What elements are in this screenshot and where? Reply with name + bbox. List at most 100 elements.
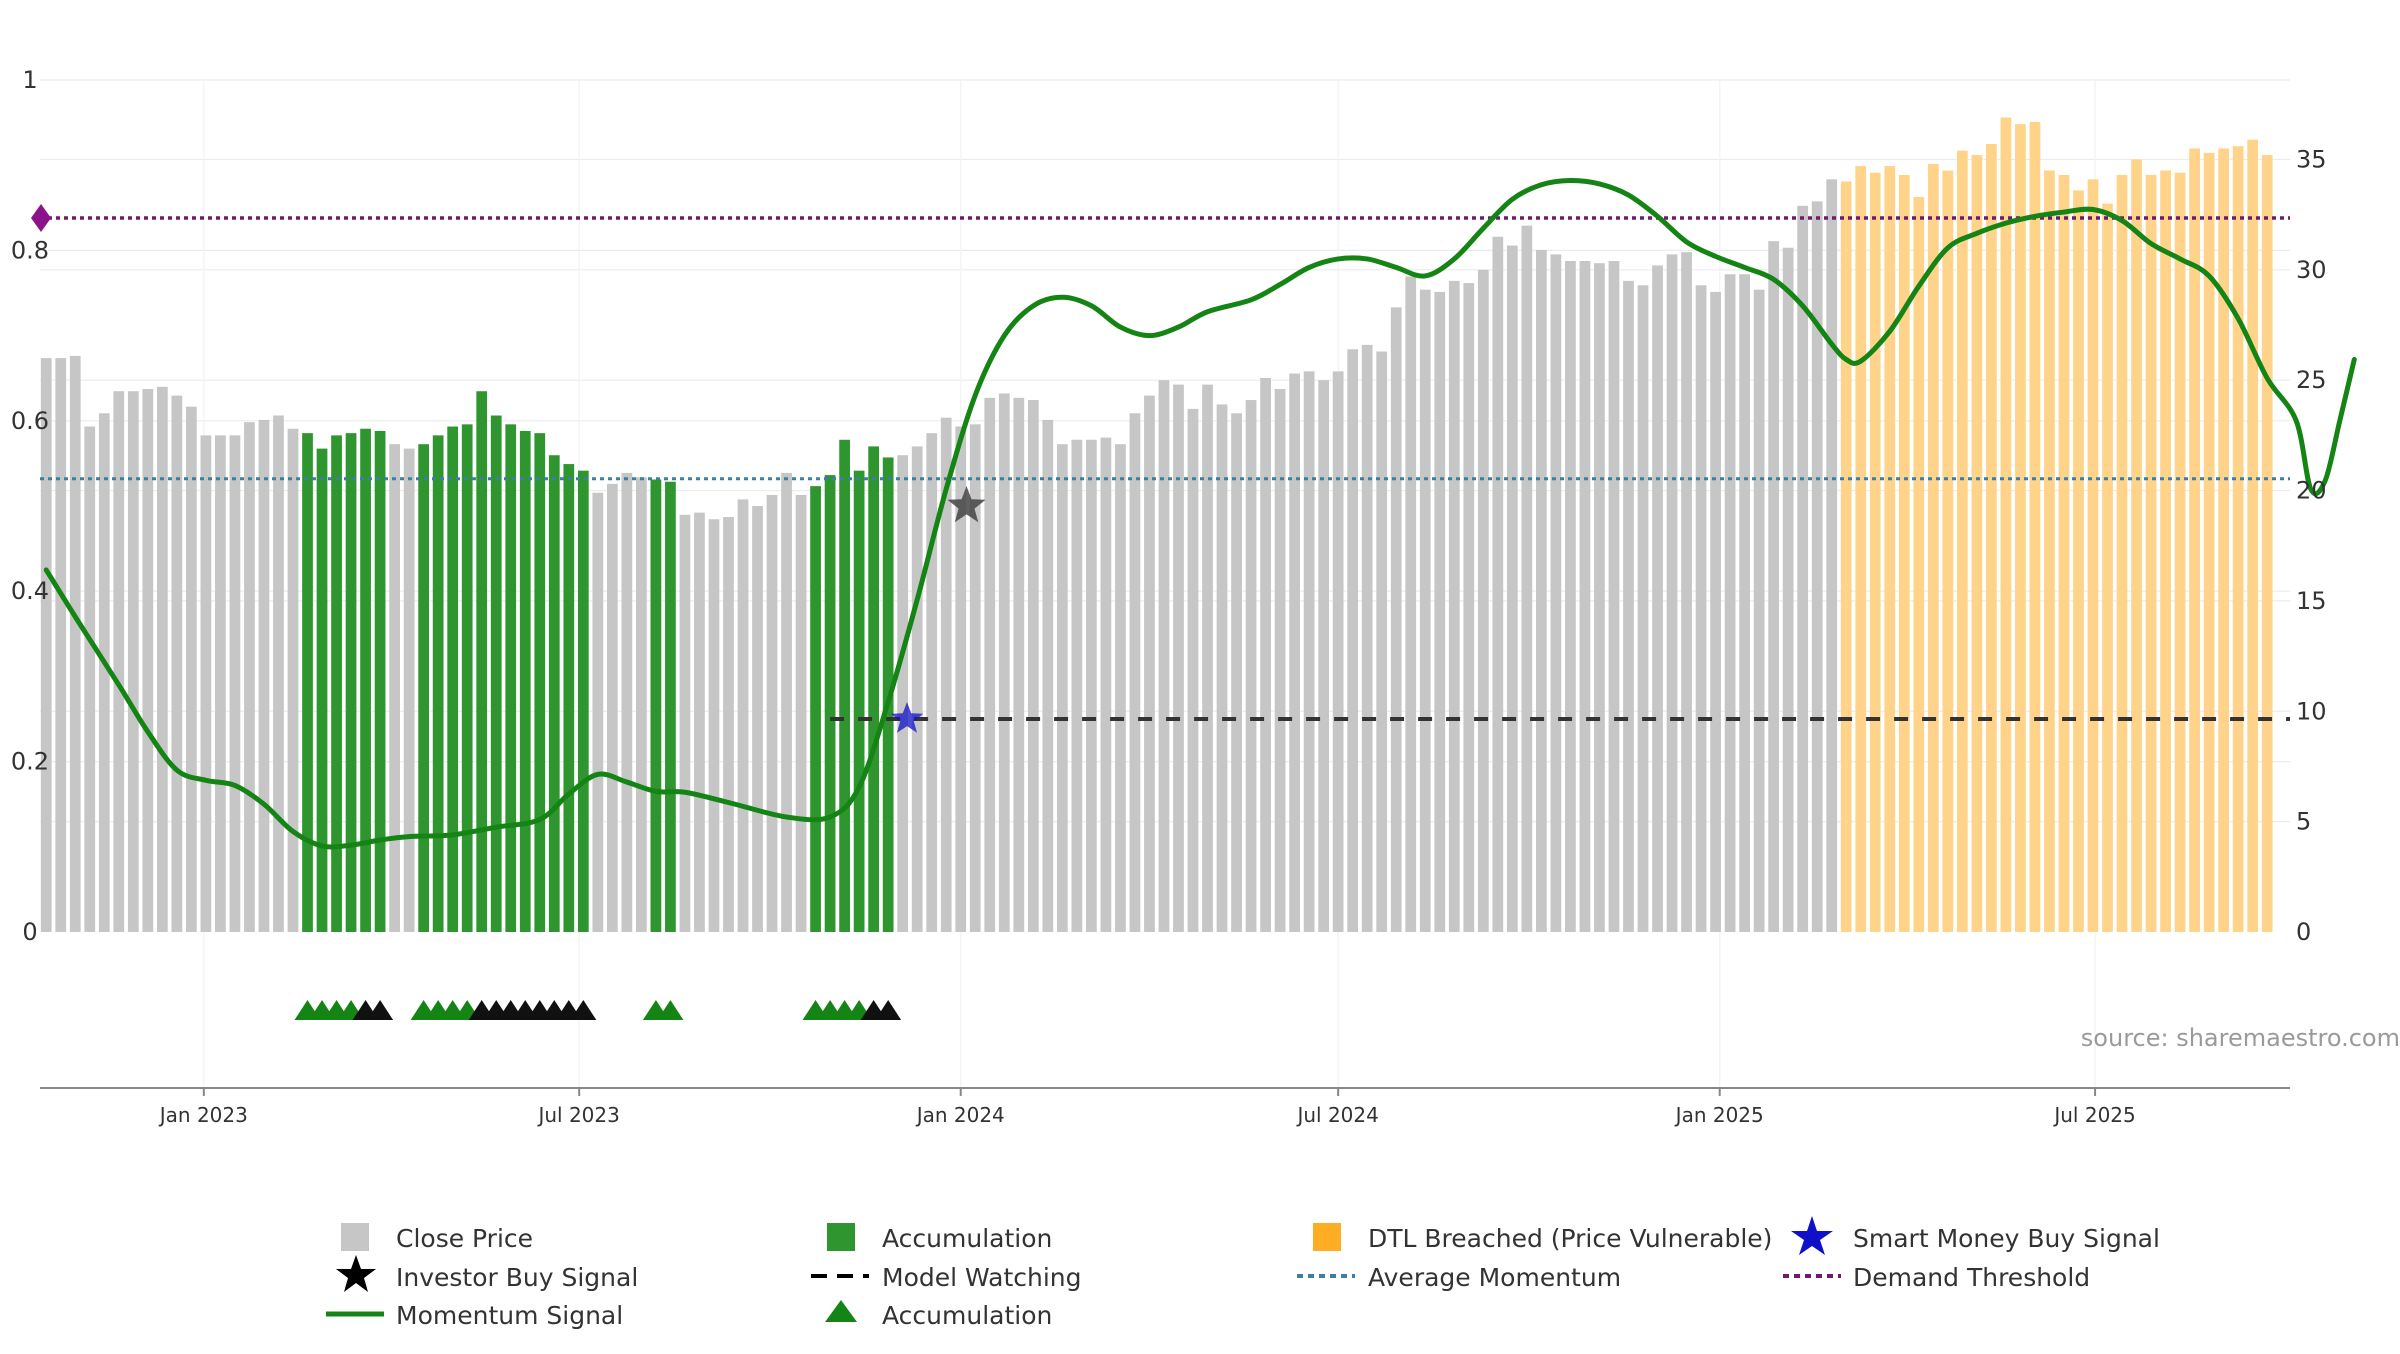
x-tick-label: Jul 2024 [1295,1103,1378,1127]
dtl-breached-bar [1840,181,1852,932]
investor-buy-star-icon [947,486,986,523]
close-price-bar [1521,225,1533,932]
close-price-bar [229,435,241,932]
dtl-breached-bar [2044,170,2055,932]
accumulation-triangles-layer [294,1000,902,1020]
close-price-bar [171,395,183,932]
close-price-bar [1782,247,1794,933]
dtl-breached-bar [2015,124,2026,932]
dtl-breached-bar [2116,174,2128,932]
dtl-breached-bar [2261,155,2273,932]
close-price-bar [592,492,604,932]
close-price-bar [1042,419,1054,932]
close-price-bar [984,397,996,932]
dtl-breached-bar [1855,166,1867,933]
dtl-breached-bar [1971,155,1983,932]
close-price-bar [1536,249,1547,932]
close-price-bar [156,386,168,932]
close-price-bar [1086,439,1097,932]
accumulation-bar [461,424,473,932]
x-tick-label: Jul 2025 [2052,1103,2135,1127]
axes-layer: Jan 2023 Jul 2023 Jan 2024 Jul 2024 Jan 2025… [11,66,2327,1127]
close-price-bar [621,472,633,932]
close-price-bar [1463,283,1475,932]
dtl-breached-bar [1942,170,1954,932]
y-right-tick-label: 25 [2296,366,2327,394]
accumulation-bar [476,391,488,933]
dtl-breached-bar [1884,166,1896,933]
close-price-bar [708,519,720,932]
dtl-breached-bar [2160,170,2171,932]
y-left-tick-label: 0.2 [11,748,49,776]
reference-lines-layer [31,204,2290,721]
close-price-bar [1623,280,1634,932]
close-price-bar [636,477,647,932]
close-price-bar [273,415,284,933]
dtl-breached-bar [1927,163,1939,933]
markers-layer [890,486,986,733]
close-price-bar [69,355,81,932]
accumulation-bar [360,428,371,932]
close-price-bar [723,517,734,932]
close-price-bar [1710,291,1721,932]
close-price-bar [737,499,749,932]
dtl-breached-bar [2131,159,2142,933]
accumulation-triangle-icon [367,1000,394,1020]
dtl-breached-bar [1869,172,1881,933]
y-right-tick-label: 10 [2296,697,2327,725]
legend-accumulation-swatch [827,1223,855,1251]
y-right-tick-label: 35 [2296,145,2327,173]
close-price-bar [1637,285,1649,932]
accumulation-bar [577,470,589,932]
close-price-bar [1565,260,1576,932]
accumulation-triangle-icon [570,1000,597,1020]
legend-demand-threshold-label: Demand Threshold [1853,1263,2090,1292]
accumulation-bar [868,446,880,932]
legend-model-watching-label: Model Watching [882,1263,1082,1292]
legend-close-price-swatch [341,1223,369,1251]
close-price-bar [1071,439,1083,932]
close-price-bar [1332,371,1344,932]
close-price-bar [679,514,691,932]
y-right-tick-label: 15 [2296,587,2327,615]
dtl-breached-bar [2000,117,2012,932]
close-price-bar [1419,289,1431,933]
legend-accumulation-triangle-icon [825,1300,857,1322]
close-price-bar [940,417,952,932]
dtl-breached-bar [2189,148,2200,932]
dtl-breached-bar [2174,172,2186,933]
accumulation-bar [519,430,531,932]
dtl-breached-bar [2203,152,2215,933]
close-price-bar [1376,351,1388,933]
close-price-bar [258,419,270,932]
close-price-bar [1681,252,1692,933]
close-price-bar [926,433,938,932]
close-price-bar [1477,269,1489,932]
y-right-tick-label: 30 [2296,256,2327,284]
legend-investor-buy-label: Investor Buy Signal [396,1263,638,1292]
close-price-bar [55,358,67,932]
y-left-tick-label: 0.6 [11,407,49,435]
bars-layer [40,117,2273,933]
close-price-bar [200,435,212,932]
legend-dtl-swatch [1313,1223,1341,1251]
close-price-bar [1013,397,1025,932]
accumulation-triangle-icon [657,1000,684,1020]
close-price-bar [215,435,226,932]
close-price-bar [287,428,299,932]
accumulation-bar [432,435,444,932]
x-tick-label: Jan 2023 [158,1103,248,1127]
accumulation-bar [548,455,560,932]
close-price-bar [1347,349,1359,932]
accumulation-bar [331,435,342,932]
accumulation-triangle-icon [875,1000,902,1020]
legend-average-momentum-label: Average Momentum [1368,1263,1621,1292]
accumulation-bar [853,470,865,932]
accumulation-bar [345,433,357,932]
accumulation-bar [650,479,662,932]
accumulation-bar [810,486,821,932]
dtl-breached-bar [2102,203,2113,933]
legend-close-price-label: Close Price [396,1224,533,1253]
dtl-breached-bar [2087,179,2099,933]
